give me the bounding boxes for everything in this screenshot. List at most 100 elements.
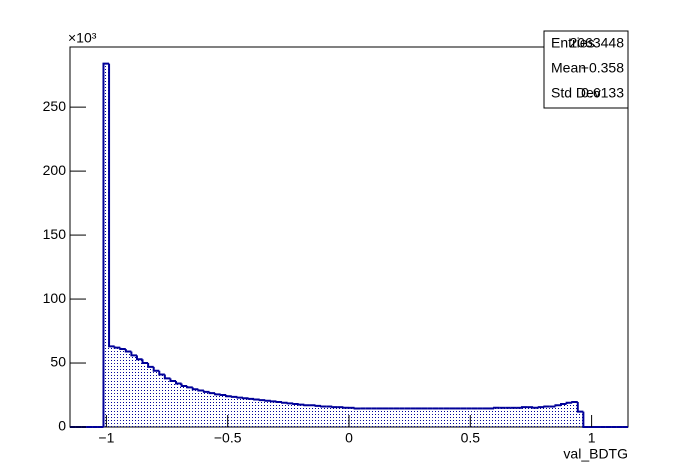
bar [527,407,534,427]
bar [326,406,333,427]
bar [270,401,277,427]
bar-outline [353,407,361,410]
bar [231,396,238,427]
bar [415,408,422,427]
x-tick-label: 0.5 [461,430,481,446]
bar [315,405,322,427]
bar-outline [236,396,243,399]
bar [466,408,472,427]
bar-outline [197,389,204,392]
bar [510,407,517,427]
bar [259,400,266,427]
bar-outline [258,399,266,402]
x-tick-label: −0.5 [214,430,242,446]
bar-outline [576,402,584,413]
bar-outline [191,387,199,391]
bar [248,398,255,427]
bar [354,408,361,427]
bar [170,380,177,427]
y-tick-label: 200 [43,162,67,178]
bar [555,405,562,427]
bar [237,397,243,427]
bar [321,406,327,427]
bar-outline [147,363,154,368]
bar [549,406,556,427]
bar [220,395,227,427]
stats-value: 2063448 [569,35,624,51]
bar [577,411,584,427]
bar [538,407,545,427]
bar [460,408,467,427]
bar-outline [158,370,165,376]
bar-outline [102,62,110,427]
bar-outline [113,346,121,349]
bar [332,407,338,427]
bar [242,398,249,427]
stats-frame [543,30,629,109]
stats-name: Entries [551,35,595,51]
bar [477,408,483,427]
bar-outline [292,402,299,405]
bar [125,351,132,427]
bar [203,391,210,427]
y-tick-label: 100 [43,290,67,306]
bar [192,389,199,427]
bar-outline [180,383,188,388]
bar [226,396,232,427]
bar-outline [565,401,573,404]
bar [521,407,528,427]
bar [136,359,143,427]
bar [276,402,283,427]
bar [159,374,165,427]
bar [103,63,110,427]
bar-outline [303,404,310,407]
bar-outline [135,355,143,361]
bar [293,403,299,427]
bar [432,408,439,427]
bar [209,393,216,427]
bar-outline [141,359,149,365]
bar [365,408,372,427]
bar-outline [281,401,288,404]
bar-outline [208,391,216,395]
bar-outline [175,380,182,385]
bar-outline [264,399,271,402]
histogram [70,62,628,428]
bar [516,407,522,427]
bar [176,383,182,427]
bar [153,370,160,427]
bar [215,394,221,427]
bar [120,348,126,427]
bar [399,408,405,427]
bar [198,390,204,427]
bar [404,408,411,427]
bar [544,406,550,427]
bar-outline [286,402,294,405]
bar-outline [331,406,338,409]
bar-outline [560,402,567,406]
bar-outline [130,351,137,357]
bar-outline [214,393,221,396]
x-tick-label: −1 [98,430,114,446]
bar-outline [124,348,132,353]
bar-outline [202,390,210,393]
stats-value: 0.6133 [581,85,624,101]
y-tick-label: 150 [43,226,67,242]
bar [382,408,389,427]
bar [304,405,310,427]
y-tick-label: 50 [50,354,66,370]
bar-outline [297,403,305,406]
bar [343,407,349,427]
bar [572,402,578,427]
bar-outline [532,406,539,409]
x-axis-label: val_BDTG [563,446,628,462]
bar [187,387,193,427]
bar-outline [543,405,550,408]
bar [488,408,495,427]
bar-outline [108,63,115,348]
bar [566,402,573,427]
bar [388,408,394,427]
bar-outline [241,397,249,400]
